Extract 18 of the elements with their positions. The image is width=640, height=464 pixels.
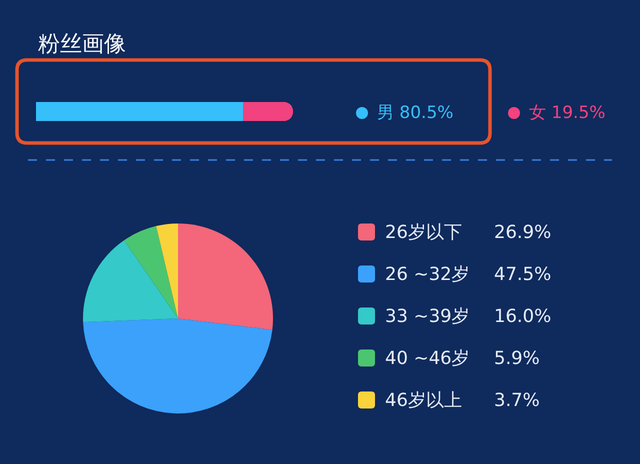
legend-label: 男 80.5% — [377, 103, 454, 123]
data-label: 5.9% — [494, 348, 540, 369]
data-label: 16.0% — [494, 306, 552, 327]
data-label: 26.9% — [494, 222, 552, 243]
pie-slice — [124, 226, 178, 318]
pie-slice — [83, 318, 272, 414]
legend-label: 33 ~39岁 — [385, 306, 470, 327]
legend-label: 46岁以上 — [385, 390, 462, 411]
pie-slice — [178, 224, 273, 330]
legend-label: 40 ~46岁 — [385, 348, 470, 369]
legend-label: 26岁以下 — [385, 222, 462, 243]
data-label: 47.5% — [494, 264, 552, 285]
pie-slice — [156, 224, 178, 318]
pie-slice — [83, 240, 178, 322]
chart-title: 粉丝画像 — [38, 32, 126, 57]
legend-label: 26 ~32岁 — [385, 264, 470, 285]
data-label: 3.7% — [494, 390, 540, 411]
legend-label: 女 19.5% — [529, 103, 606, 123]
